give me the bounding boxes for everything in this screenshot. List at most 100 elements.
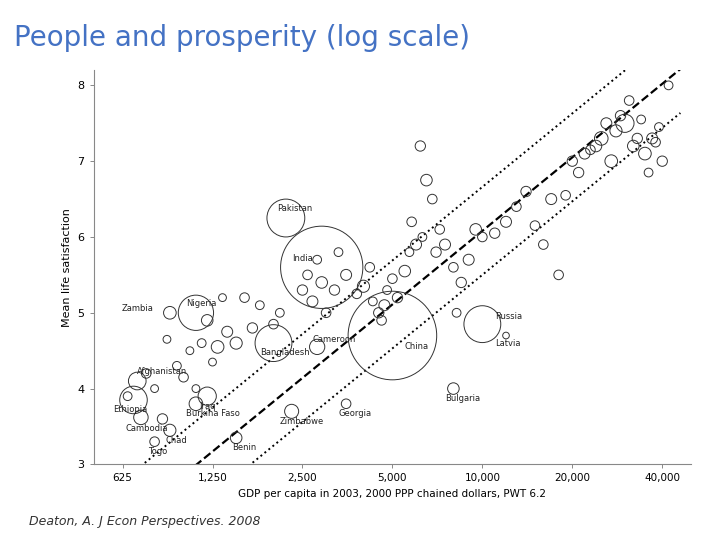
Text: Russia: Russia <box>495 312 522 321</box>
Point <box>579 149 590 158</box>
Point <box>470 225 482 234</box>
Point <box>212 342 223 351</box>
Point <box>639 149 651 158</box>
Point <box>619 119 631 127</box>
Text: India: India <box>292 254 312 262</box>
Point <box>585 145 596 154</box>
Text: People and prosperity (log scale): People and prosperity (log scale) <box>14 24 470 52</box>
Point <box>567 157 578 165</box>
Text: Georgia: Georgia <box>338 409 372 418</box>
Point <box>316 278 328 287</box>
Text: Cameroon: Cameroon <box>312 335 356 344</box>
Point <box>387 331 398 340</box>
Point <box>286 407 297 416</box>
Point <box>392 293 403 302</box>
Point <box>529 221 541 230</box>
Point <box>132 377 143 386</box>
Point <box>376 316 387 325</box>
Point <box>190 384 202 393</box>
Point <box>302 271 313 279</box>
Point <box>606 157 617 165</box>
Point <box>207 357 218 366</box>
Point <box>546 195 557 204</box>
Point <box>653 123 665 131</box>
Point <box>595 134 607 143</box>
Point <box>311 255 323 264</box>
Text: Nigeria: Nigeria <box>186 299 217 308</box>
Point <box>573 168 585 177</box>
Point <box>373 308 384 317</box>
Point <box>222 327 233 336</box>
Text: Benin: Benin <box>232 443 256 452</box>
Point <box>364 263 376 272</box>
Point <box>247 323 258 332</box>
Point <box>643 168 654 177</box>
Point <box>140 369 152 378</box>
Point <box>663 81 675 90</box>
Point <box>456 278 467 287</box>
Text: Bangladesh: Bangladesh <box>260 348 310 357</box>
Point <box>127 396 139 404</box>
Point <box>178 373 189 382</box>
Point <box>477 320 488 328</box>
Point <box>431 248 442 256</box>
Point <box>415 141 426 150</box>
Point <box>320 308 332 317</box>
Point <box>477 233 488 241</box>
Point <box>274 308 286 317</box>
Point <box>510 202 522 211</box>
Point <box>135 413 147 422</box>
Text: Afghanistan: Afghanistan <box>138 367 187 376</box>
Point <box>420 176 432 185</box>
Point <box>657 157 668 165</box>
Text: Latvia: Latvia <box>495 339 521 348</box>
Text: Bulgaria: Bulgaria <box>445 394 480 403</box>
Point <box>521 187 532 196</box>
Point <box>631 134 643 143</box>
Point <box>230 434 242 442</box>
Point <box>647 134 658 143</box>
Point <box>341 400 352 408</box>
Y-axis label: Mean life satisfaction: Mean life satisfaction <box>62 208 72 327</box>
Point <box>184 346 196 355</box>
Point <box>624 96 635 105</box>
Point <box>399 267 410 275</box>
Point <box>610 126 621 135</box>
Point <box>553 271 564 279</box>
Text: Zambia: Zambia <box>122 305 153 314</box>
Text: Ethiopia: Ethiopia <box>113 406 147 414</box>
Point <box>635 115 647 124</box>
Point <box>367 297 379 306</box>
Text: China: China <box>405 342 429 352</box>
Point <box>417 233 428 241</box>
Point <box>650 138 662 146</box>
Point <box>190 308 202 317</box>
Point <box>171 362 183 370</box>
Text: Pakistan: Pakistan <box>276 204 312 213</box>
Point <box>351 289 363 298</box>
Point <box>157 415 168 423</box>
Text: Zimbabwe: Zimbabwe <box>280 417 324 426</box>
Point <box>434 225 446 234</box>
Text: Cambodia: Cambodia <box>125 423 168 433</box>
Point <box>615 111 626 120</box>
Point <box>628 141 639 150</box>
Point <box>439 240 451 249</box>
Point <box>230 339 242 347</box>
Point <box>196 339 207 347</box>
Point <box>122 392 133 401</box>
Point <box>451 308 462 317</box>
Point <box>410 240 422 249</box>
Point <box>426 195 438 204</box>
Point <box>600 119 612 127</box>
Point <box>161 335 173 343</box>
Point <box>268 320 279 328</box>
Point <box>149 384 161 393</box>
Point <box>590 141 602 150</box>
Point <box>448 263 459 272</box>
Text: Iraq: Iraq <box>199 402 216 411</box>
Point <box>164 308 176 317</box>
Point <box>254 301 266 309</box>
Point <box>489 229 500 238</box>
Point <box>448 384 459 393</box>
